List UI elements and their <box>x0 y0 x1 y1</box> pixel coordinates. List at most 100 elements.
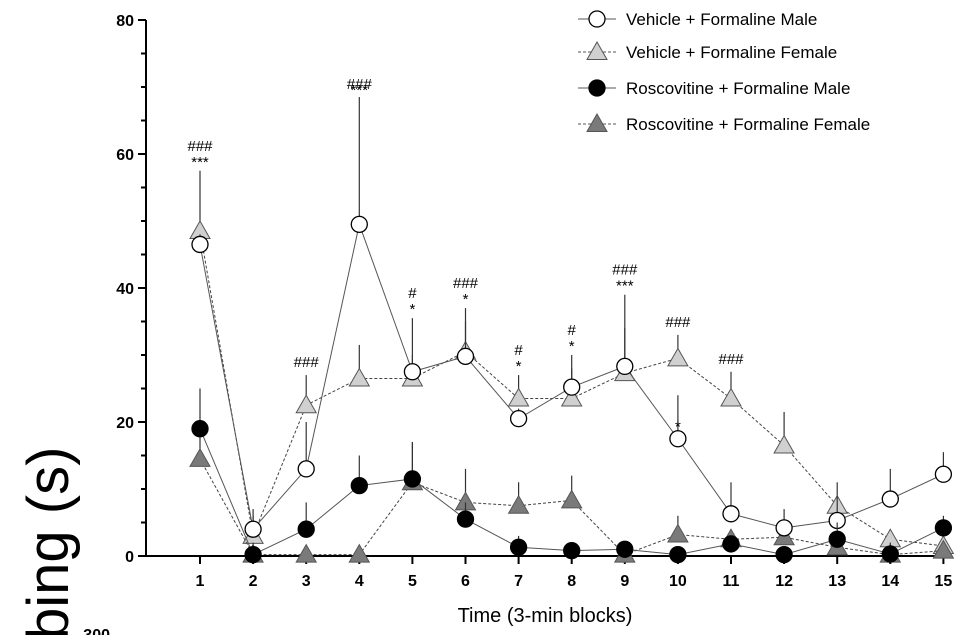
x-tick-label: 12 <box>775 573 793 590</box>
y-tick-label: 0 <box>125 549 134 566</box>
significance-stars: *** <box>351 82 369 99</box>
x-tick-label: 9 <box>620 573 629 590</box>
x-tick-label: 15 <box>935 573 953 590</box>
x-tick-label: 13 <box>828 573 846 590</box>
x-axis-title: Time (3-min blocks) <box>458 605 633 627</box>
significance-hashes: ### <box>347 76 373 93</box>
data-point <box>775 546 793 564</box>
series-3 <box>191 388 953 564</box>
data-point <box>295 394 318 414</box>
data-point <box>616 357 634 376</box>
significance-stars: *** <box>191 154 209 171</box>
y-axis-title-fragment: bing (s) <box>16 447 81 635</box>
data-point <box>934 465 953 483</box>
x-tick-label: 5 <box>408 573 417 590</box>
data-point <box>297 460 315 478</box>
legend-marker <box>586 112 608 132</box>
significance-hashes: ### <box>612 262 638 279</box>
data-point <box>560 489 583 509</box>
significance-stars: * <box>569 338 575 355</box>
data-point <box>722 535 740 553</box>
x-tick-label: 3 <box>302 573 311 590</box>
significance-hashes: ### <box>187 138 213 155</box>
legend-label: Roscovitine + Formaline Female <box>626 115 870 134</box>
data-point <box>189 447 211 467</box>
legend-marker <box>588 79 606 97</box>
series-line <box>199 458 944 556</box>
data-point <box>191 235 209 254</box>
significance-hashes: ### <box>453 275 479 292</box>
x-tick-label: 4 <box>355 573 364 590</box>
data-point <box>667 347 689 367</box>
significance-hashes: # <box>514 342 523 359</box>
x-tick-label: 11 <box>723 573 740 590</box>
next-panel-tick-label: 300 <box>83 627 110 635</box>
x-tick-label: 10 <box>669 573 687 590</box>
significance-hashes: ### <box>294 354 320 371</box>
significance-stars: * <box>409 301 415 318</box>
data-point <box>720 387 742 407</box>
data-point <box>560 387 583 407</box>
series-layer <box>189 97 955 564</box>
data-point <box>775 519 793 537</box>
y-tick-label: 40 <box>116 281 134 298</box>
legend-marker <box>586 40 608 60</box>
data-point <box>295 543 318 563</box>
legend: Vehicle + Formaline Male Vehicle + Formal… <box>578 10 870 134</box>
data-point <box>881 490 899 508</box>
x-tick-label: 2 <box>249 573 258 590</box>
x-tick-label: 1 <box>196 573 205 590</box>
data-point <box>350 215 368 234</box>
data-point <box>348 367 371 387</box>
legend-marker <box>588 10 606 28</box>
data-point <box>563 541 581 560</box>
data-point <box>456 347 475 365</box>
significance-stars: * <box>463 291 469 308</box>
legend-label: Roscovitine + Formaline Male <box>626 79 850 98</box>
data-point <box>667 523 689 543</box>
series-1 <box>191 97 953 538</box>
y-tick-label: 60 <box>116 147 134 164</box>
data-point <box>244 546 262 564</box>
x-tick-label: 6 <box>461 573 470 590</box>
data-point <box>507 387 530 407</box>
data-point <box>563 378 581 396</box>
data-point <box>722 505 740 523</box>
annotations: ***#########****# *###*# *#***######*### <box>187 76 744 435</box>
data-point <box>403 470 422 488</box>
significance-hashes: # <box>408 285 417 302</box>
x-tick-label: 7 <box>514 573 523 590</box>
data-point <box>881 545 899 563</box>
data-point <box>828 530 846 548</box>
data-point <box>509 409 528 428</box>
data-point <box>350 476 368 495</box>
data-point <box>616 540 634 558</box>
significance-stars: * <box>516 358 522 375</box>
data-point <box>348 543 371 563</box>
data-point <box>669 430 687 448</box>
data-point <box>934 519 953 537</box>
significance-hashes: # <box>568 322 577 339</box>
x-tick-label: 14 <box>881 573 899 590</box>
significance-hashes: ### <box>718 351 744 368</box>
y-tick-label: 20 <box>116 415 134 432</box>
data-point <box>507 494 530 514</box>
data-point <box>191 420 209 438</box>
significance-hashes: ### <box>665 314 691 331</box>
data-point <box>456 510 475 528</box>
data-point <box>403 363 422 381</box>
data-point <box>244 520 262 538</box>
y-tick-label: 80 <box>116 13 134 30</box>
data-point <box>509 538 528 556</box>
data-point <box>669 546 687 564</box>
data-point <box>297 520 315 538</box>
legend-label: Vehicle + Formaline Female <box>626 43 837 62</box>
x-tick-label: 8 <box>567 573 576 590</box>
significance-stars: * <box>675 418 681 435</box>
significance-stars: *** <box>616 278 634 295</box>
data-point <box>773 434 795 454</box>
legend-label: Vehicle + Formaline Male <box>626 10 817 29</box>
data-point <box>932 539 955 559</box>
